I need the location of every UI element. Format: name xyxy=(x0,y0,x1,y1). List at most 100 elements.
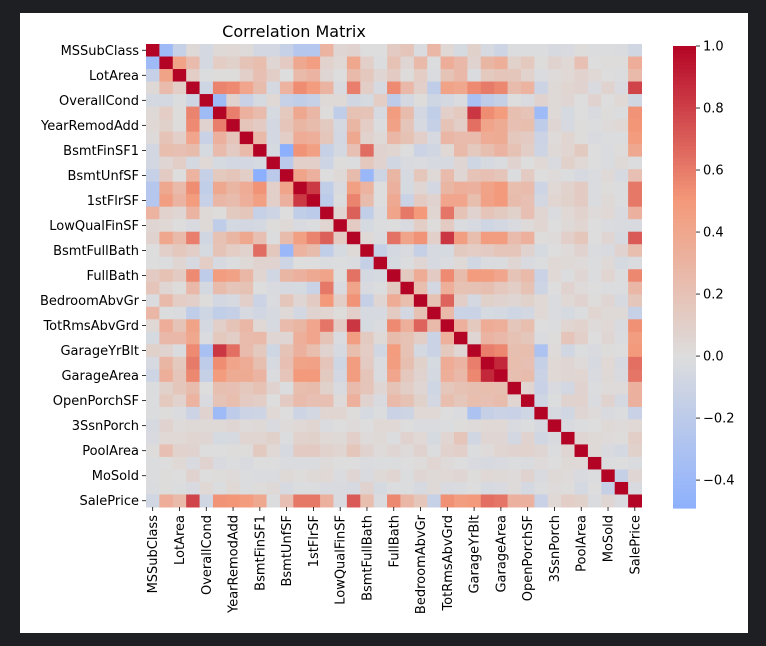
heatmap-cell xyxy=(561,181,576,195)
heatmap-cell xyxy=(587,281,602,295)
heatmap-cell xyxy=(440,294,455,308)
heatmap-cell xyxy=(587,231,602,245)
heatmap-cell xyxy=(346,44,361,58)
heatmap-cell xyxy=(454,181,468,195)
heatmap-cell xyxy=(400,131,415,145)
heatmap-cell xyxy=(279,381,294,395)
heatmap-cell xyxy=(199,306,214,320)
heatmap-cell xyxy=(387,56,401,70)
heatmap-cell xyxy=(427,444,442,458)
colorbar-segment xyxy=(673,146,696,151)
heatmap-cell xyxy=(186,181,201,195)
heatmap-cell xyxy=(253,106,268,120)
heatmap-cell xyxy=(413,69,428,83)
heatmap-cell xyxy=(199,381,214,395)
heatmap-cell xyxy=(146,394,160,408)
heatmap-cell xyxy=(387,419,401,433)
heatmap-cell xyxy=(226,406,241,420)
colorbar-segment xyxy=(673,327,696,332)
heatmap-cell xyxy=(400,181,415,195)
heatmap-cell xyxy=(440,219,455,233)
heatmap-cell xyxy=(253,169,268,183)
heatmap-cell xyxy=(226,169,241,183)
heatmap-cell xyxy=(199,194,214,208)
heatmap-cell xyxy=(547,344,562,358)
x-tick-label: BsmtUnfSF xyxy=(280,515,295,587)
heatmap-cell xyxy=(400,69,415,83)
heatmap-cell xyxy=(454,219,468,233)
heatmap-cell xyxy=(574,231,589,245)
heatmap-cell xyxy=(226,444,241,458)
x-tick-label: YearRemodAdd xyxy=(227,515,242,614)
heatmap-cell xyxy=(320,256,334,270)
heatmap-cell xyxy=(199,56,214,70)
colorbar-tick-label: 0.0 xyxy=(703,350,724,365)
colorbar-segment xyxy=(673,338,696,344)
heatmap-cell xyxy=(172,106,187,120)
heatmap-cell xyxy=(614,456,629,470)
heatmap-cell xyxy=(172,44,187,58)
heatmap-cell xyxy=(547,169,562,183)
heatmap-cell xyxy=(172,344,187,358)
x-tick-label: 1stFlrSF xyxy=(307,515,322,567)
heatmap-cell xyxy=(293,219,308,233)
heatmap-cell xyxy=(172,144,187,158)
heatmap-cell xyxy=(373,69,388,83)
heatmap-cell xyxy=(199,431,214,445)
colorbar-segment xyxy=(673,415,696,421)
heatmap-cell xyxy=(320,219,334,233)
heatmap-cell xyxy=(279,369,294,383)
heatmap-cell xyxy=(186,406,201,420)
y-tick-label: BsmtFullBath xyxy=(53,244,139,259)
heatmap-cell xyxy=(360,381,375,395)
heatmap-cell xyxy=(547,256,562,270)
heatmap-cell xyxy=(440,269,455,283)
heatmap-cell xyxy=(413,81,428,95)
heatmap-cell xyxy=(601,219,616,233)
heatmap-cell xyxy=(614,169,629,183)
colorbar-segment xyxy=(673,99,696,105)
heatmap-cell xyxy=(547,431,562,445)
heatmap-cell xyxy=(387,194,401,208)
heatmap-cell xyxy=(199,181,214,195)
heatmap-cell xyxy=(373,56,388,70)
heatmap-cell xyxy=(186,94,201,108)
heatmap-cell xyxy=(226,94,241,108)
heatmap-cell xyxy=(534,231,549,245)
heatmap-cell xyxy=(467,281,482,295)
heatmap-cell xyxy=(199,356,214,370)
heatmap-cell xyxy=(400,369,415,383)
heatmap-cell xyxy=(146,419,160,433)
heatmap-cell xyxy=(587,356,602,370)
heatmap-cell xyxy=(494,219,509,233)
colorbar-tick-label: 0.4 xyxy=(703,226,724,241)
colorbar-segment xyxy=(673,303,696,309)
heatmap-cell xyxy=(480,119,495,133)
colorbar-segment xyxy=(673,296,696,301)
heatmap-cell xyxy=(212,494,227,508)
heatmap-cell xyxy=(146,369,160,383)
heatmap-cell xyxy=(507,194,522,208)
heatmap-cell xyxy=(186,256,201,270)
heatmap-cell xyxy=(306,69,321,83)
heatmap-cell xyxy=(574,119,589,133)
heatmap-cell xyxy=(587,106,602,120)
heatmap-cell xyxy=(226,431,241,445)
colorbar-tick-label: −0.4 xyxy=(703,474,735,489)
heatmap-cell xyxy=(360,269,375,283)
heatmap-cell xyxy=(306,319,321,333)
heatmap-cell xyxy=(239,494,254,508)
heatmap-cell xyxy=(279,356,294,370)
heatmap-cell xyxy=(253,319,268,333)
heatmap-cell xyxy=(628,494,642,508)
heatmap-cell xyxy=(293,456,308,470)
heatmap-cell xyxy=(400,319,415,333)
heatmap-cell xyxy=(346,94,361,108)
heatmap-cell xyxy=(400,419,415,433)
heatmap-cell xyxy=(547,306,562,320)
heatmap-cell xyxy=(159,131,174,145)
heatmap-cell xyxy=(561,69,576,83)
heatmap-cell xyxy=(507,369,522,383)
heatmap-cell xyxy=(440,331,455,345)
heatmap-cell xyxy=(306,494,321,508)
